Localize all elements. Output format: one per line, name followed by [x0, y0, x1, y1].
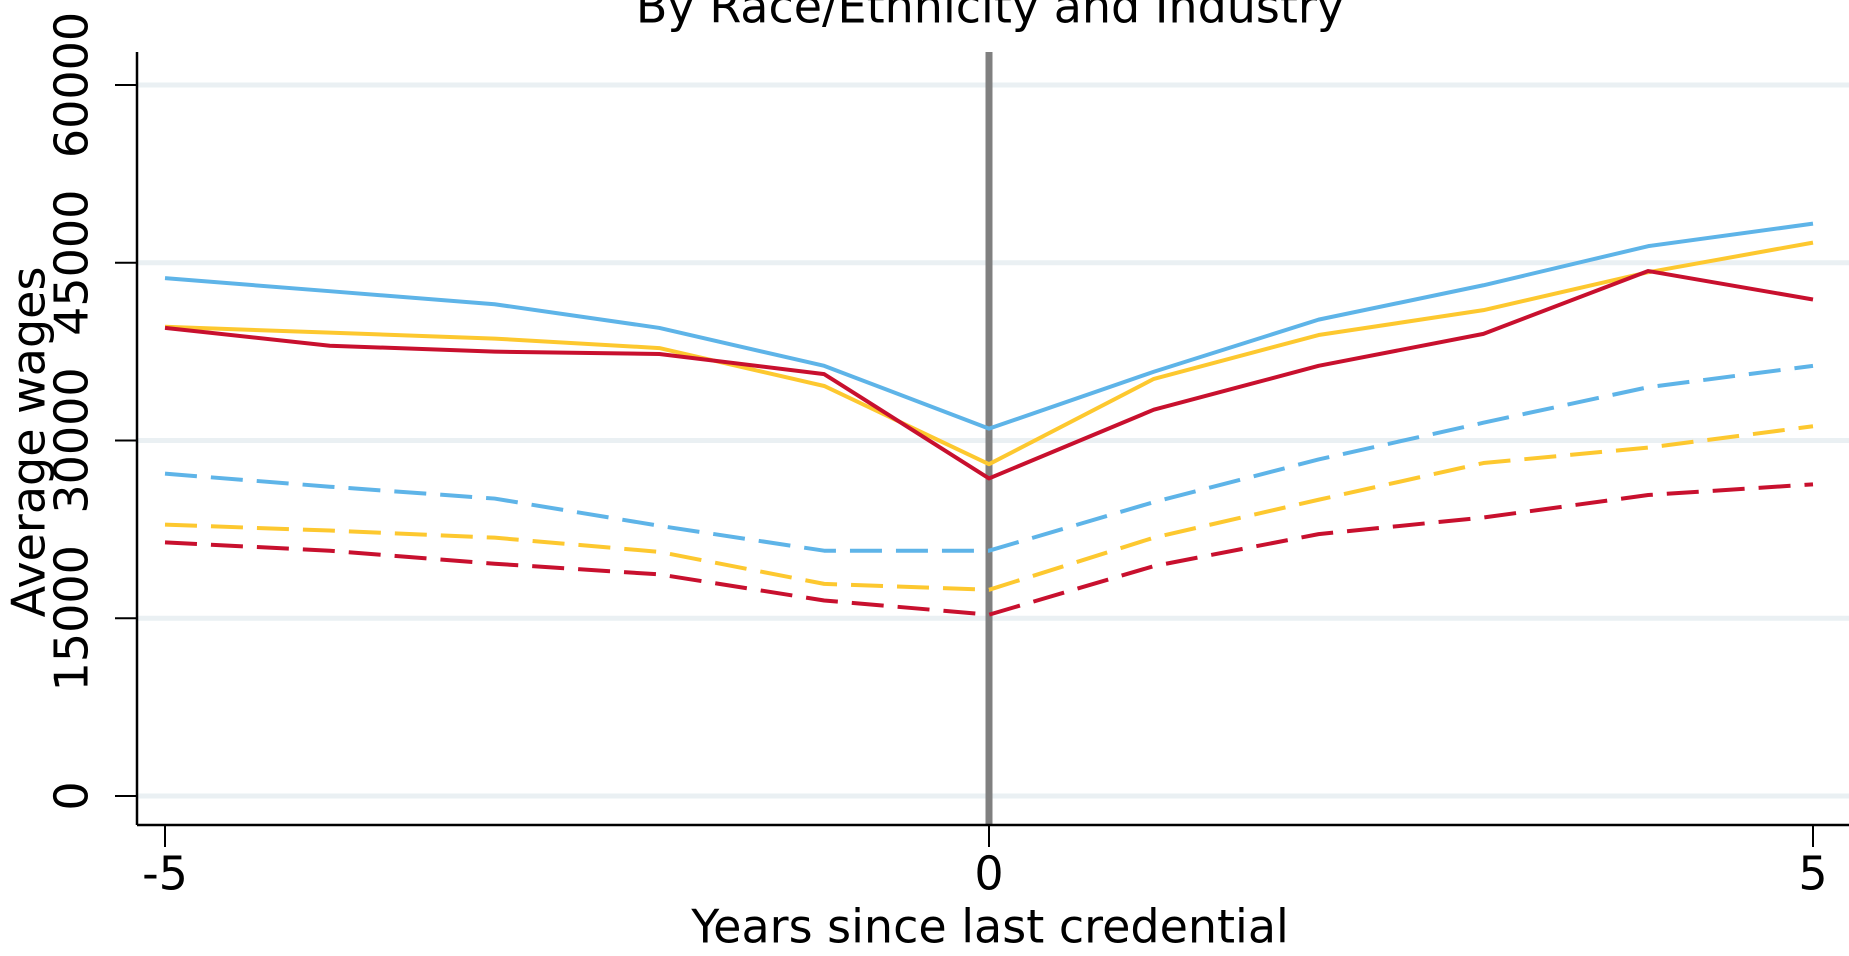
- series-line: [164, 482, 1814, 617]
- y-tick-label: 15000: [45, 545, 99, 691]
- series-line: [164, 240, 1814, 467]
- y-tick-label: 30000: [45, 367, 99, 513]
- x-tick-label: -5: [142, 847, 188, 901]
- series-line: [164, 221, 1814, 431]
- y-tick-label: 0: [45, 781, 99, 810]
- series-line: [164, 424, 1814, 592]
- y-tick-label: 45000: [45, 190, 99, 336]
- x-tick-label: 5: [1798, 847, 1827, 901]
- y-axis-title: Average wages: [2, 267, 56, 618]
- y-tick-label: 60000: [45, 12, 99, 158]
- x-axis-title: Years since last credential: [690, 900, 1289, 954]
- chart-title: By Race/Ethnicity and Industry: [636, 0, 1344, 34]
- x-tick-label: 0: [974, 847, 1003, 901]
- series-line: [164, 269, 1814, 481]
- series-line: [164, 363, 1814, 553]
